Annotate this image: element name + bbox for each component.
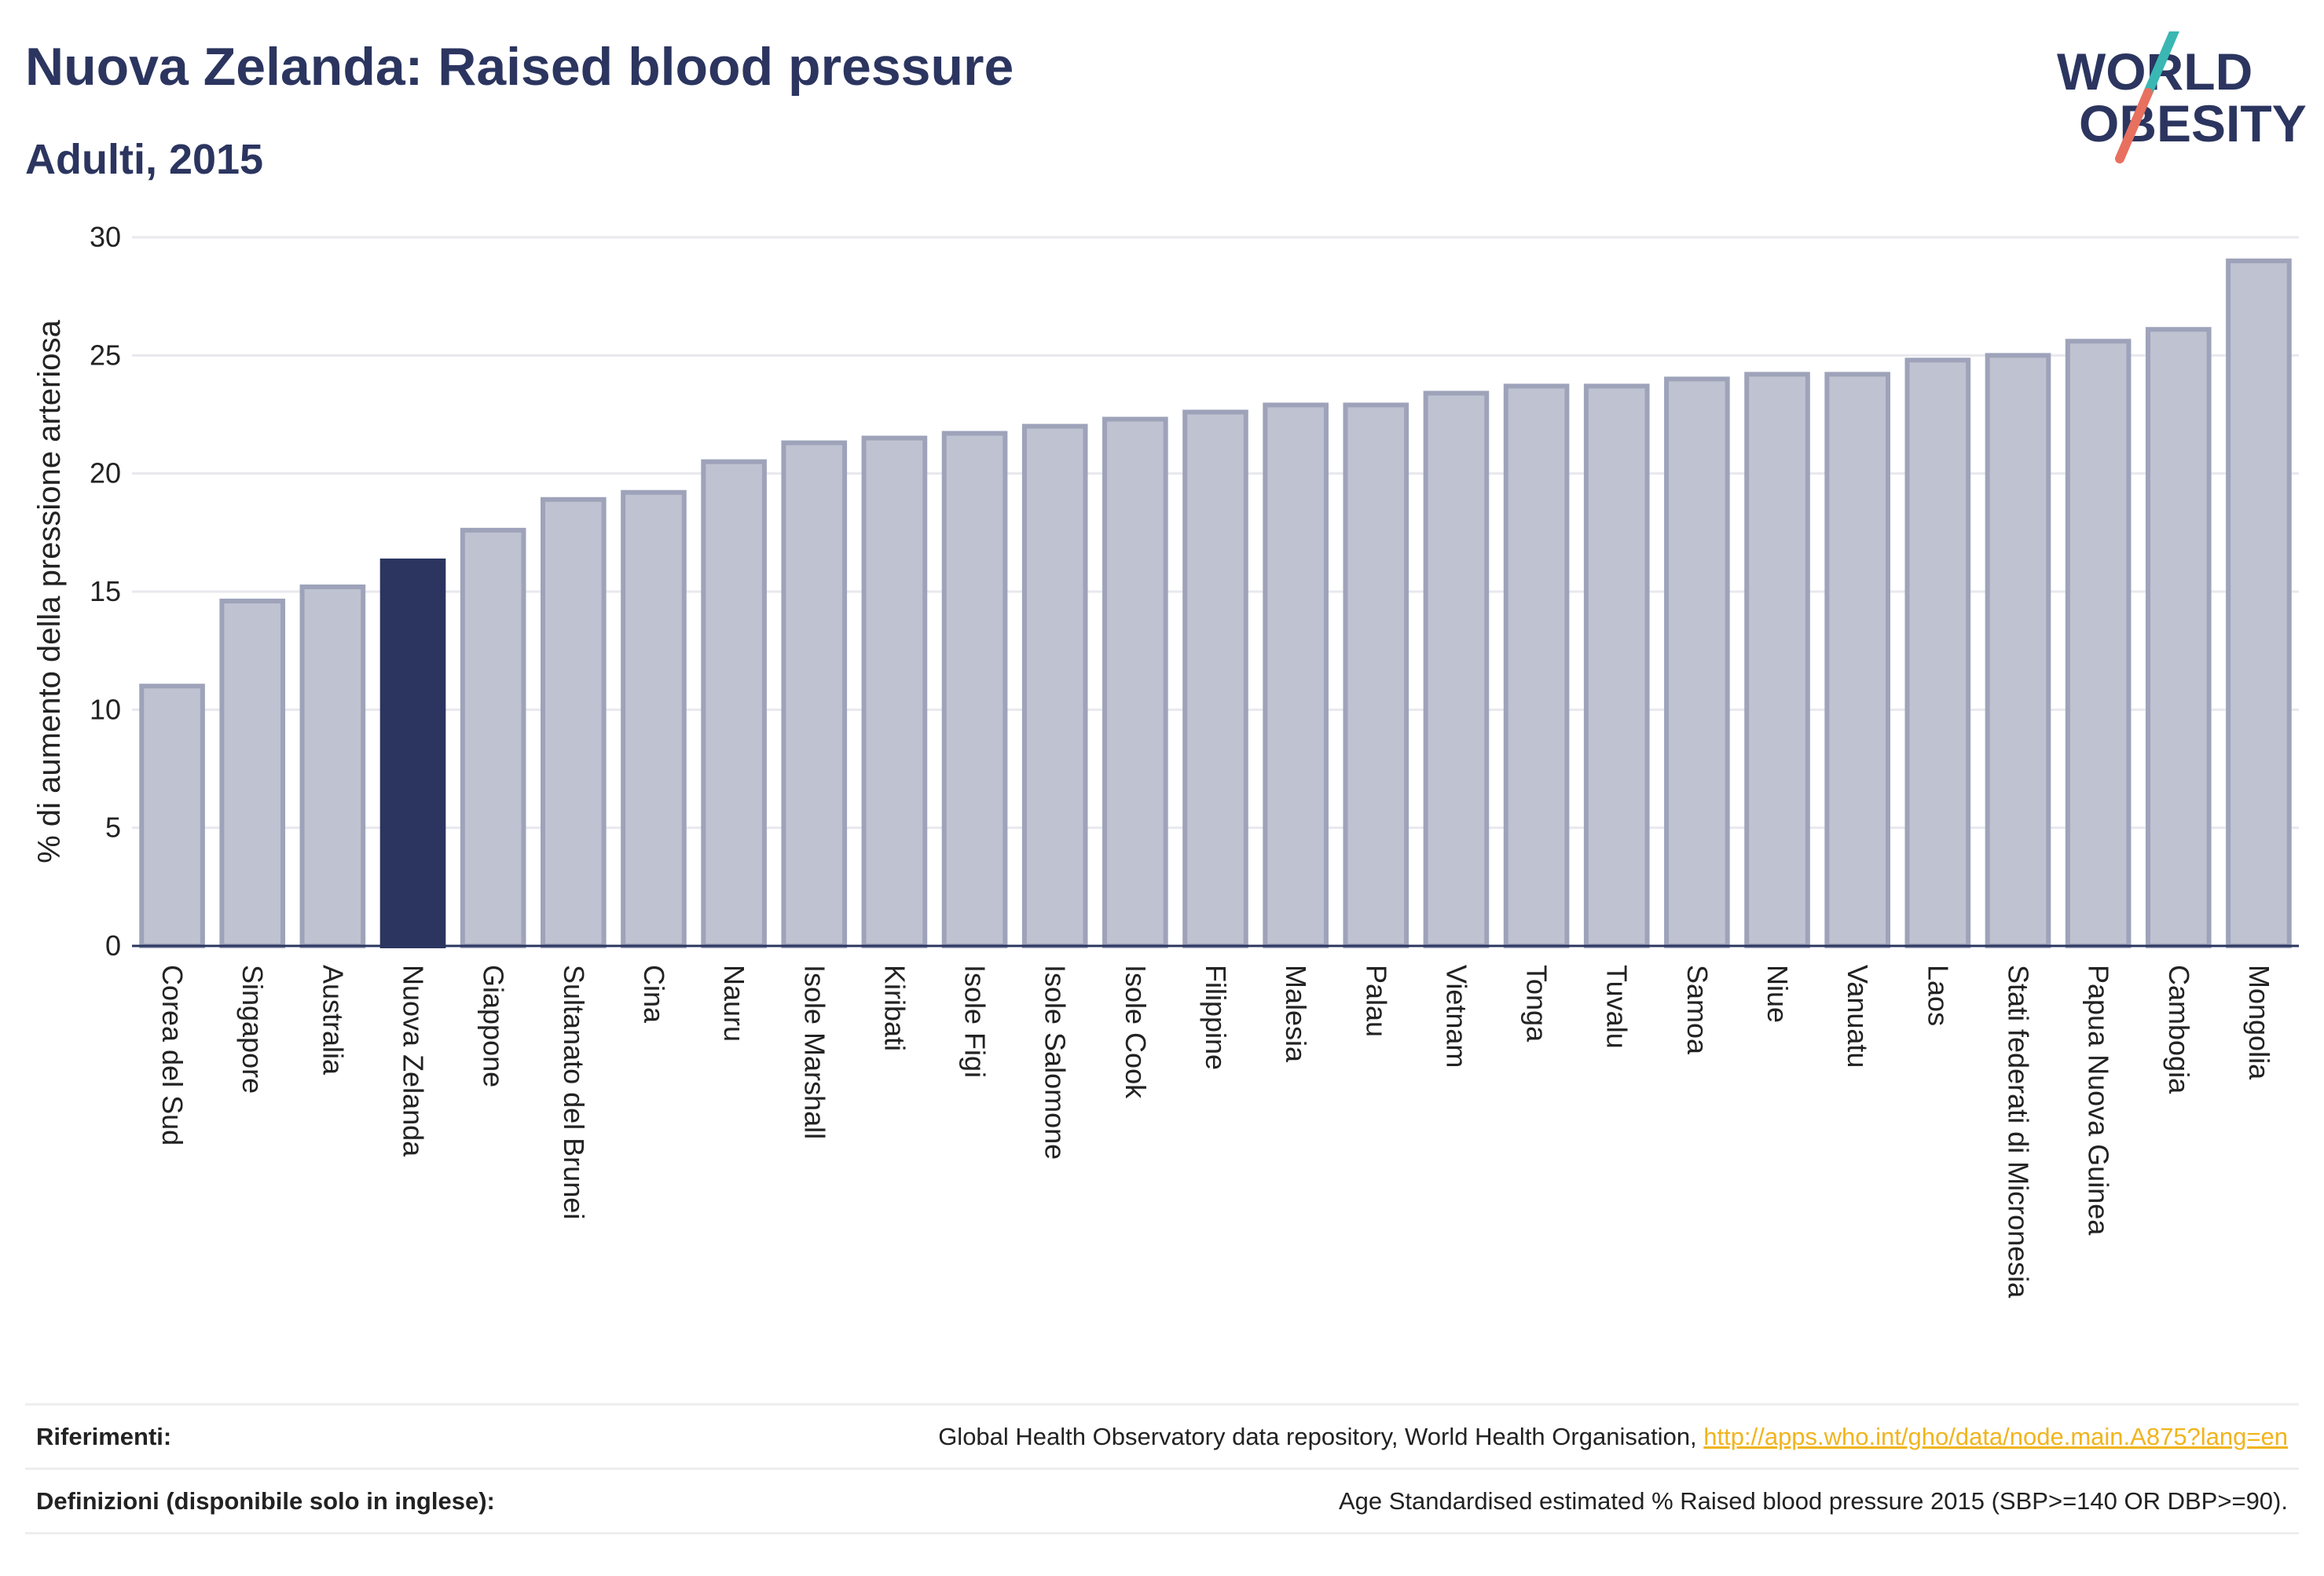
y-axis-label: % di aumento della pressione arteriosa [32, 320, 67, 863]
x-axis-labels: Corea del Sud Singapore Australia Nuova Zel… [156, 965, 2275, 1299]
x-tick-label: Sultanato del Brunei [558, 965, 590, 1219]
y-tick-label: 20 [90, 457, 121, 489]
x-tick-label: Laos [1922, 965, 1954, 1026]
x-tick-label: Isole Figi [959, 965, 992, 1078]
references-text: Global Health Observatory data repositor… [938, 1423, 1704, 1450]
x-tick-label: Singapore [236, 965, 269, 1094]
footer-divider [25, 1532, 2299, 1534]
bar-isole-figi [941, 431, 1008, 948]
x-tick-label: Samoa [1681, 965, 1714, 1055]
x-tick-label: Mongolia [2243, 965, 2275, 1080]
y-tick-label: 10 [90, 693, 121, 725]
bar-giappone [460, 527, 526, 948]
bar-isole-salomone [1021, 423, 1088, 948]
logo-slash-bottom [2115, 88, 2153, 163]
chart-title: Nuova Zelanda: Raised blood pressure [25, 37, 1014, 97]
bar-chart: 0 5 10 15 20 25 30 Corea del Sud Singapore Austr… [32, 221, 2299, 1299]
x-tick-label: Palau [1360, 965, 1392, 1037]
bar-filippine [1182, 409, 1248, 948]
bar-vanuatu [1824, 372, 1891, 948]
bar-isole-cook [1102, 416, 1168, 948]
bar-malesia [1263, 402, 1329, 948]
bar-nauru [701, 459, 767, 948]
definitions-label: Definizioni (disponibile solo in inglese… [36, 1487, 495, 1515]
x-tick-label: Malesia [1280, 965, 1312, 1063]
bar-palau [1343, 402, 1409, 948]
x-tick-label: Australia [317, 965, 349, 1076]
references-row: Riferimenti: Global Health Observatory d… [25, 1403, 2299, 1468]
bar-papua-nuova-guinea [2065, 339, 2132, 948]
bar-isole-marshall [781, 440, 848, 948]
x-tick-label: Vanuatu [1842, 965, 1874, 1068]
x-tick-label: Isole Salomone [1039, 965, 1072, 1160]
bar-australia [299, 584, 366, 949]
bar-sultanato-del-brunei [540, 497, 607, 948]
x-tick-label: Isole Marshall [798, 965, 830, 1139]
y-tick-label: 25 [90, 339, 121, 371]
references-value: Global Health Observatory data repositor… [938, 1423, 2288, 1451]
logo-text-obesity: OBESITY [2079, 94, 2307, 152]
definitions-value: Age Standardised estimated % Raised bloo… [1338, 1487, 2288, 1515]
bar-cambogia [2145, 327, 2212, 948]
definitions-row: Definizioni (disponibile solo in inglese… [25, 1468, 2299, 1533]
x-tick-label: Corea del Sud [156, 965, 189, 1145]
bar-tuvalu [1583, 383, 1650, 949]
references-link[interactable]: http://apps.who.int/gho/data/node.main.A… [1703, 1423, 2288, 1450]
bar-singapore [219, 599, 286, 948]
bar-mongolia [2226, 258, 2292, 949]
bar-nuova-zelanda [379, 558, 446, 948]
bar-layer [139, 258, 2292, 949]
x-tick-label: Nauru [718, 965, 750, 1042]
x-tick-label: Cambogia [2163, 965, 2195, 1094]
references-label: Riferimenti: [36, 1423, 172, 1450]
bar-stati-federati-di-micronesia [1985, 353, 2051, 949]
x-tick-label: Stati federati di Micronesia [2002, 965, 2034, 1299]
x-tick-label: Papua Nuova Guinea [2083, 965, 2115, 1236]
x-tick-label: Vietnam [1440, 965, 1472, 1068]
chart-subtitle: Adulti, 2015 [25, 136, 264, 183]
bar-tonga [1503, 383, 1570, 949]
x-tick-label: Niue [1761, 965, 1794, 1023]
y-tick-label: 15 [90, 575, 121, 607]
bar-cina [621, 489, 687, 948]
logo-slash-top [2143, 31, 2179, 97]
y-tick-label: 0 [105, 929, 121, 962]
bar-corea-del-sud [139, 684, 205, 948]
world-obesity-logo: WORLD OBESITY [2057, 31, 2307, 163]
y-tick-label: 30 [90, 221, 121, 253]
bar-samoa [1664, 376, 1730, 948]
x-tick-label: Tonga [1521, 965, 1553, 1043]
y-tick-label: 5 [105, 812, 121, 844]
bar-vietnam [1423, 390, 1490, 948]
x-tick-label: Tuvalu [1601, 965, 1633, 1049]
x-tick-label: Isole Cook [1120, 965, 1152, 1099]
x-tick-label: Filippine [1200, 965, 1232, 1070]
bar-laos [1904, 357, 1971, 948]
x-tick-label: Kiribati [878, 965, 911, 1051]
bar-kiribati [861, 435, 928, 948]
bar-niue [1744, 372, 1810, 948]
y-axis-ticks: 0 5 10 15 20 25 30 [90, 221, 121, 962]
x-tick-label: Nuova Zelanda [398, 965, 430, 1157]
x-tick-label: Giappone [478, 965, 510, 1087]
x-tick-label: Cina [638, 965, 670, 1024]
